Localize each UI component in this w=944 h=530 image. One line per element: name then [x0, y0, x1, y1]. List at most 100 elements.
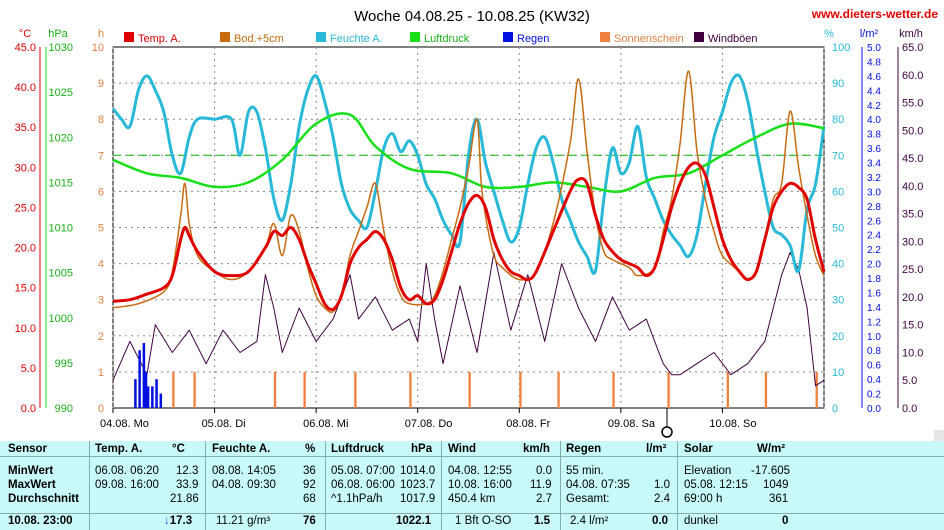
sun-bar [764, 371, 768, 408]
sun-axis-unit: h [98, 28, 104, 40]
stats-cell: 06.08. 06:00 [331, 479, 395, 491]
wind-axis-unit: km/h [899, 28, 923, 40]
legend-label: Temp. A. [138, 33, 181, 45]
stats-unit-hum: % [305, 443, 316, 455]
stats-cell: 2.7 [536, 493, 552, 505]
wind-tick-label: 10.0 [902, 347, 923, 359]
rain-tick-label: 1.4 [867, 303, 881, 314]
chart-title: Woche 04.08.25 - 10.08.25 (KW32) [354, 8, 590, 25]
stats-cell: 10.08. 16:00 [448, 479, 512, 491]
sun-bar [172, 371, 175, 408]
stats-cell: 36 [303, 465, 316, 477]
press-tick-label: 990 [55, 403, 73, 415]
stats-header-wind: Wind [448, 443, 476, 455]
hum-tick-label: 60 [832, 186, 844, 198]
press-tick-label: 1015 [49, 177, 73, 189]
stats-row-label: Durchschnitt [8, 493, 79, 505]
sun-bar [468, 371, 471, 408]
legend-label: Sonnenschein [614, 33, 684, 45]
rain-tick-label: 2.6 [867, 216, 881, 227]
stats-unit-wind: km/h [523, 443, 550, 455]
stats-header-hum: Feuchte A. [212, 443, 271, 455]
wind-tick-label: 40.0 [902, 181, 923, 193]
stats-cell: 05.08. 12:15 [684, 479, 748, 491]
stats-cell: 0.0 [536, 465, 552, 477]
rain-bar [134, 379, 137, 408]
hum-tick-label: 80 [832, 114, 844, 126]
wind-tick-label: 60.0 [902, 70, 923, 82]
wind-tick-label: 0.0 [902, 403, 917, 415]
legend-label: Luftdruck [424, 33, 470, 45]
stats-header-solar: Solar [684, 443, 713, 455]
stats-cell: 1014.0 [400, 465, 436, 477]
stats-cell: 361 [769, 493, 789, 505]
stats-header-temp: Temp. A. [95, 443, 143, 455]
wind-tick-label: 55.0 [902, 98, 923, 110]
stats-current-hum: 76 [303, 515, 316, 527]
wind-tick-label: 50.0 [902, 125, 923, 137]
rain-tick-label: 1.0 [867, 332, 881, 343]
rain-tick-label: 2.8 [867, 202, 881, 213]
wind-tick-label: 45.0 [902, 153, 923, 165]
wind-tick-label: 35.0 [902, 209, 923, 221]
rain-tick-label: 2.0 [867, 260, 881, 271]
rain-tick-label: 4.4 [867, 86, 881, 97]
temp-tick-label: 5.0 [21, 363, 36, 375]
sun-bar [667, 371, 670, 408]
sun-bar [557, 371, 560, 408]
temp-tick-label: 10.0 [15, 323, 36, 335]
x-tick-label: 04.08. Mo [100, 418, 149, 430]
stats-current-press: 1022.1 [396, 515, 432, 527]
rain-tick-label: 4.2 [867, 101, 881, 112]
scroll-handle[interactable] [934, 430, 944, 441]
stats-current-abs-hum: 11.21 g/m³ [216, 515, 271, 527]
stats-row-label: MaxWert [8, 479, 56, 491]
rain-tick-label: 0.0 [867, 404, 881, 415]
sun-tick-label: 7 [98, 150, 104, 162]
temp-tick-label: 35.0 [15, 122, 36, 134]
rain-tick-label: 5.0 [867, 43, 881, 54]
wind-tick-label: 25.0 [902, 264, 923, 276]
hum-tick-label: 100 [832, 42, 850, 54]
x-tick-label: 05.08. Di [202, 418, 246, 430]
stats-cell: 92 [303, 479, 316, 491]
legend-label: Regen [517, 33, 549, 45]
legend-swatch [220, 32, 230, 42]
stats-unit-press: hPa [411, 443, 433, 455]
stats-header-sensor: Sensor [8, 443, 47, 455]
hum-axis-unit: % [824, 28, 834, 40]
x-tick-label: 10.08. So [709, 418, 756, 430]
sun-tick-label: 0 [98, 403, 104, 415]
stats-cell: 05.08. 07:00 [331, 465, 395, 477]
hum-tick-label: 10 [832, 367, 844, 379]
temp-tick-label: 20.0 [15, 243, 36, 255]
stats-cell: 450.4 km [448, 493, 496, 505]
legend-swatch [124, 32, 134, 42]
series-line-temp-a [112, 161, 826, 312]
sun-bar [354, 371, 357, 408]
press-tick-label: 1030 [49, 42, 73, 54]
x-tick-label: 08.08. Fr [506, 418, 550, 430]
site-label: www.dieters-wetter.de [811, 7, 939, 21]
hum-tick-label: 30 [832, 295, 844, 307]
hum-tick-label: 50 [832, 223, 844, 235]
stats-current-rain-total: 2.4 l/m² [570, 515, 609, 527]
stats-current-wind: 1.5 [534, 515, 550, 527]
stats-cell: 69:00 h [684, 493, 723, 505]
series-line-luftdruck [112, 112, 825, 193]
stats-cell: ^1.1hPa/h [331, 493, 383, 505]
x-tick-label: 07.08. Do [405, 418, 453, 430]
stats-cell: 04.08. 12:55 [448, 465, 512, 477]
trend-down-arrow-icon: ↓ [164, 515, 170, 527]
stats-cell: 1023.7 [400, 479, 436, 491]
wind-tick-label: 20.0 [902, 292, 923, 304]
sun-bar [726, 371, 729, 408]
press-tick-label: 1005 [49, 268, 73, 280]
rain-bar [155, 379, 158, 408]
legend-label: Bod.+5cm [234, 33, 284, 45]
sun-bar [612, 371, 615, 408]
legend-swatch [600, 32, 610, 42]
sun-bar [409, 371, 412, 408]
rain-bar [146, 386, 150, 408]
press-tick-label: 1000 [49, 313, 73, 325]
